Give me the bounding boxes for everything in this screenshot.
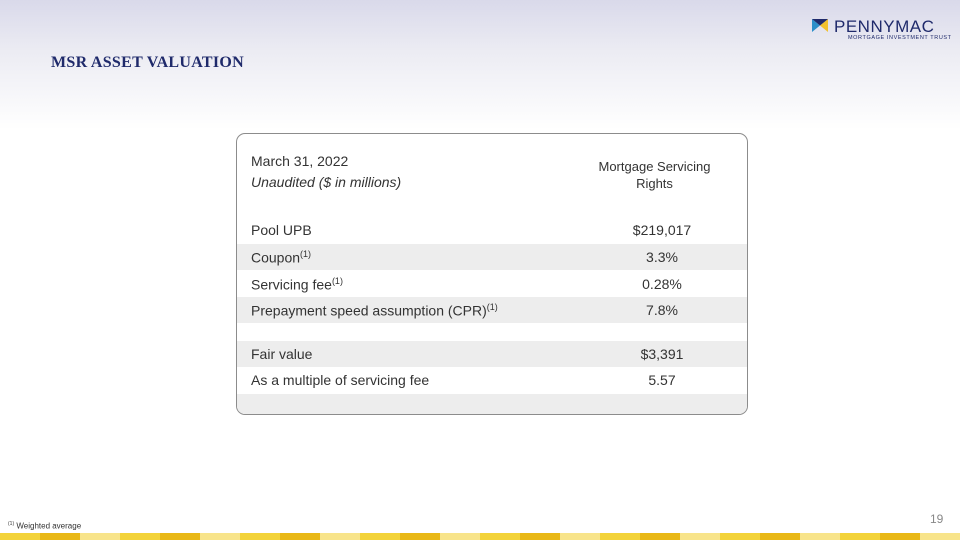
table-date: March 31, 2022	[251, 153, 349, 169]
row-label-text: As a multiple of servicing fee	[251, 372, 430, 388]
row-label: Prepayment speed assumption (CPR)(1)	[251, 302, 498, 319]
page-number: 19	[930, 512, 944, 526]
header-background	[0, 0, 960, 130]
table-row: Coupon(1) 3.3%	[237, 244, 747, 270]
row-value: $219,017	[632, 222, 692, 238]
logo-mark	[812, 19, 828, 32]
row-label: Pool UPB	[251, 222, 312, 238]
row-label: Fair value	[251, 346, 312, 362]
table-row: Prepayment speed assumption (CPR)(1) 7.8%	[237, 297, 747, 323]
slide-title: MSR ASSET VALUATION	[51, 54, 245, 71]
row-label-text: Prepayment speed assumption (CPR)	[251, 302, 487, 319]
row-label-text: Coupon	[251, 249, 301, 266]
table-subtitle: Unaudited ($ in millions)	[251, 174, 402, 190]
footnote-text: Weighted average	[16, 521, 82, 531]
table: March 31, 2022 Unaudited ($ in millions)…	[236, 133, 748, 415]
row-value: $3,391	[640, 346, 684, 362]
row-label: Coupon(1)	[251, 249, 311, 266]
table-footer-band	[237, 394, 747, 414]
row-label-text: Fair value	[251, 346, 313, 362]
logo-name: PENNYMAC	[834, 17, 935, 36]
row-label-text: Pool UPB	[251, 222, 312, 238]
row-note: (1)	[300, 249, 312, 259]
row-value: 5.57	[648, 372, 676, 388]
row-label: Servicing fee(1)	[251, 276, 343, 293]
row-value: 7.8%	[646, 302, 678, 318]
row-note: (1)	[331, 276, 343, 286]
row-label-text: Servicing fee	[251, 276, 332, 293]
table-row: Pool UPB $219,017	[237, 217, 747, 243]
footer-stripe	[0, 533, 960, 540]
footnote-marker: (1)	[8, 521, 15, 527]
row-value: 3.3%	[646, 249, 678, 265]
table-row: Fair value $3,391	[237, 341, 747, 367]
table-row: As a multiple of servicing fee 5.57	[237, 367, 747, 393]
logo-tagline: MORTGAGE INVESTMENT TRUST	[848, 35, 952, 41]
row-value: 0.28%	[642, 276, 682, 292]
table-row: Servicing fee(1) 0.28%	[237, 271, 747, 297]
row-label: As a multiple of servicing fee	[251, 372, 429, 388]
footnote: (1) Weighted average	[8, 521, 81, 531]
row-note: (1)	[486, 302, 498, 312]
column-header: Mortgage Servicing Rights	[598, 159, 711, 191]
